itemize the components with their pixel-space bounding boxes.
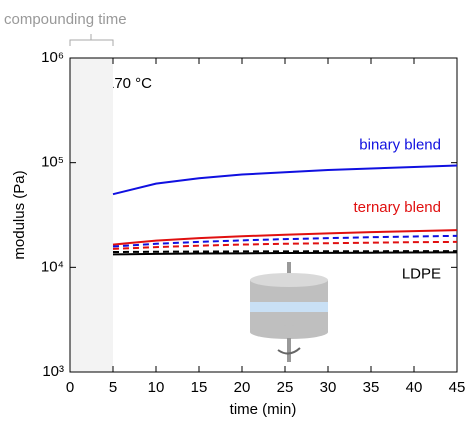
x-tick-label: 25 [277,379,294,396]
y-tick-label: 10⁵ [41,154,64,171]
y-tick-label: 10³ [42,363,64,380]
series-label: binary blend [359,136,441,153]
y-tick-label: 10⁴ [41,258,64,275]
x-tick-label: 40 [406,379,423,396]
x-axis-label: time (min) [230,401,297,418]
series-label: ternary blend [353,199,441,216]
plot-frame [69,57,458,373]
shaded-region [70,58,113,372]
y-tick-label: 10⁶ [41,49,64,66]
x-tick-label: 5 [109,379,117,396]
series-line [112,234,458,248]
x-tick-label: 35 [363,379,380,396]
x-tick-label: 0 [66,379,74,396]
series-line [112,251,458,256]
x-tick-label: 20 [234,379,251,396]
x-tick-label: 45 [449,379,466,396]
series-line [112,250,457,254]
compounding-label: compounding time [4,11,127,28]
x-tick-label: 15 [191,379,208,396]
x-tick-label: 10 [148,379,165,396]
series-label: LDPE [402,265,441,282]
y-axis-label: modulus (Pa) [11,170,28,259]
series-line [112,240,458,250]
x-tick-label: 30 [320,379,337,396]
rheometer-icon [250,262,328,362]
series-line [112,229,458,246]
bracket [69,34,114,46]
series-line [112,164,458,196]
